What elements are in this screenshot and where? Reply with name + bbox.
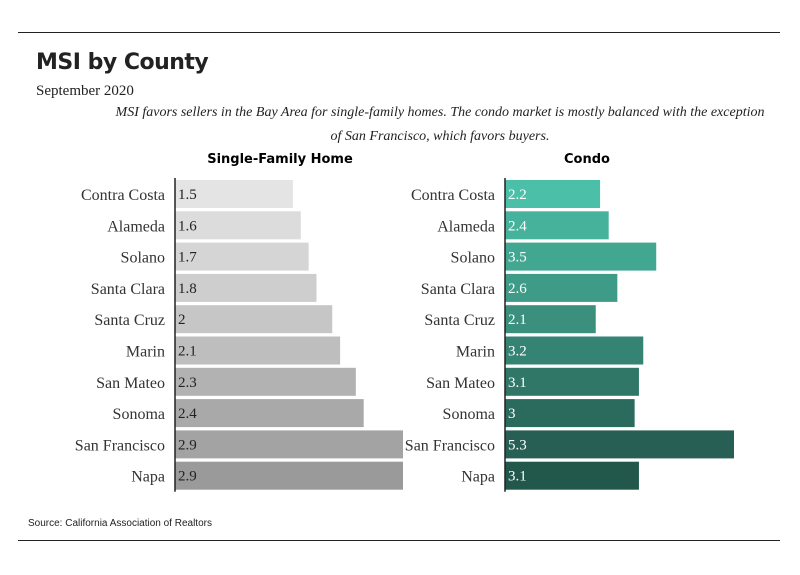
category-label-condo-san-francisco: San Francisco [405,437,495,454]
bar-sfh-santa-clara [175,273,317,302]
value-label-condo-san-mateo: 3.1 [508,375,527,391]
category-label-condo-contra-costa: Contra Costa [411,187,495,204]
category-label-sfh-san-francisco: San Francisco [75,437,165,454]
value-label-sfh-alameda: 1.6 [178,218,197,234]
bar-sfh-contra-costa [175,180,293,208]
category-label-sfh-santa-cruz: Santa Cruz [94,312,165,329]
bar-condo-san-francisco [505,430,734,459]
bar-condo-contra-costa [505,180,601,208]
category-label-sfh-sonoma: Sonoma [113,406,165,423]
panel-title-condo: Condo [564,152,610,167]
category-label-sfh-napa: Napa [131,469,165,486]
value-label-sfh-napa: 2.9 [178,469,197,485]
category-label-condo-santa-clara: Santa Clara [421,281,495,298]
bar-condo-alameda [505,211,609,240]
category-label-sfh-contra-costa: Contra Costa [81,187,165,204]
bar-sfh-santa-cruz [175,305,333,334]
value-label-condo-sonoma: 3 [508,406,516,422]
bar-condo-marin [505,336,644,365]
bar-condo-san-mateo [505,367,639,396]
category-label-sfh-marin: Marin [126,344,165,361]
bar-condo-sonoma [505,399,635,428]
source-note: Source: California Association of Realto… [28,518,212,529]
value-label-condo-contra-costa: 2.2 [508,187,527,203]
bar-sfh-sonoma [175,399,364,428]
category-label-condo-santa-cruz: Santa Cruz [424,312,495,329]
chart-subtitle: September 2020 [36,83,134,99]
panel-title-sfh: Single-Family Home [207,152,353,167]
category-label-sfh-solano: Solano [121,250,165,267]
category-label-condo-marin: Marin [456,344,495,361]
category-label-sfh-santa-clara: Santa Clara [91,281,165,298]
bar-sfh-solano [175,242,309,271]
bar-sfh-san-francisco [175,430,403,459]
bar-sfh-napa [175,461,403,490]
category-label-sfh-alameda: Alameda [107,218,165,235]
category-label-condo-alameda: Alameda [437,218,495,235]
value-label-condo-santa-cruz: 2.1 [508,312,527,328]
value-label-sfh-san-mateo: 2.3 [178,375,197,391]
value-label-sfh-santa-clara: 1.8 [178,281,197,297]
bar-sfh-marin [175,336,341,365]
value-label-condo-solano: 3.5 [508,250,527,266]
value-label-condo-alameda: 2.4 [508,218,527,234]
chart-title: MSI by County [36,50,209,75]
value-label-condo-marin: 3.2 [508,344,527,360]
bottom-rule [18,540,780,541]
chart-note: MSI favors sellers in the Bay Area for s… [115,105,765,144]
bar-condo-santa-cruz [505,305,596,334]
value-label-sfh-solano: 1.7 [178,250,197,266]
top-rule [18,32,780,33]
category-label-sfh-san-mateo: San Mateo [96,375,165,392]
value-label-sfh-contra-costa: 1.5 [178,187,197,203]
category-label-condo-sonoma: Sonoma [443,406,495,423]
value-label-sfh-san-francisco: 2.9 [178,437,197,453]
value-label-sfh-sonoma: 2.4 [178,406,197,422]
value-label-sfh-santa-cruz: 2 [178,312,186,328]
value-label-condo-napa: 3.1 [508,469,527,485]
bar-sfh-san-mateo [175,367,356,396]
category-label-condo-napa: Napa [461,469,495,486]
bar-condo-napa [505,461,639,490]
bar-condo-santa-clara [505,273,618,302]
value-label-condo-santa-clara: 2.6 [508,281,527,297]
category-label-condo-san-mateo: San Mateo [426,375,495,392]
value-label-condo-san-francisco: 5.3 [508,437,527,453]
value-label-sfh-marin: 2.1 [178,344,197,360]
bar-condo-solano [505,242,657,271]
category-label-condo-solano: Solano [451,250,495,267]
bar-sfh-alameda [175,211,301,240]
